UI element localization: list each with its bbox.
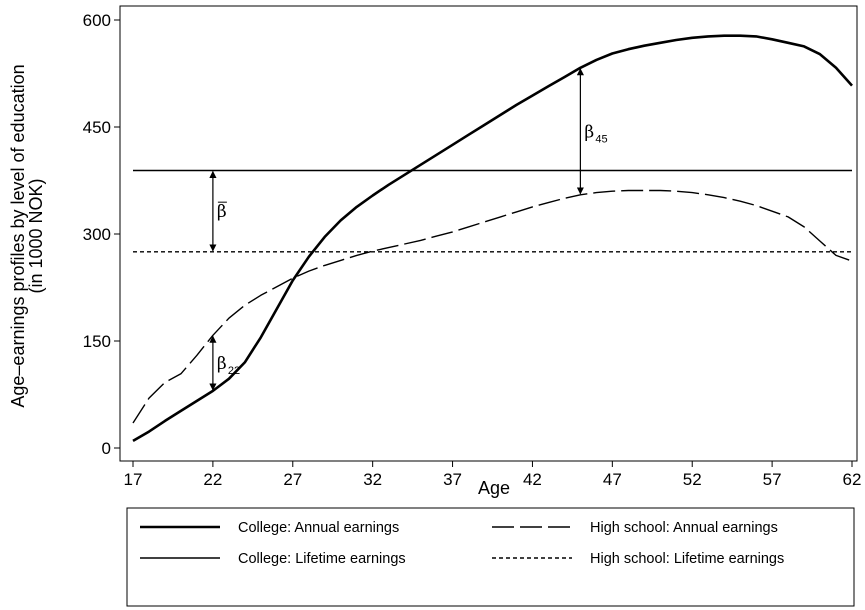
y-tick-label: 0 bbox=[102, 439, 111, 458]
plot-frame bbox=[119, 5, 858, 462]
beta-subscript-1: 45 bbox=[595, 133, 607, 145]
x-tick-label: 27 bbox=[283, 470, 302, 489]
x-tick-label: 22 bbox=[203, 470, 222, 489]
legend-box bbox=[126, 507, 855, 607]
x-tick-label: 47 bbox=[603, 470, 622, 489]
series-line-1 bbox=[132, 189, 853, 424]
y-tick-label: 600 bbox=[83, 11, 111, 30]
x-tick-label: 52 bbox=[683, 470, 702, 489]
x-tick-label: 57 bbox=[763, 470, 782, 489]
legend-label-3: High school: Lifetime earnings bbox=[590, 551, 784, 567]
y-axis-title-line1: Age–earnings profiles by level of educat… bbox=[8, 64, 28, 407]
x-axis: 17 22 27 32 37 42 47 52 57 62 bbox=[124, 461, 862, 489]
plot-area bbox=[119, 5, 858, 462]
legend-label-0: College: Annual earnings bbox=[238, 520, 399, 536]
legend-label-1: High school: Annual earnings bbox=[590, 520, 778, 536]
x-tick-label: 42 bbox=[523, 470, 542, 489]
x-tick-label: 17 bbox=[124, 470, 143, 489]
legend: College: Annual earnings High school: Ann… bbox=[126, 507, 855, 607]
beta-label-2: β bbox=[217, 202, 227, 222]
beta-subscript-0: 22 bbox=[228, 365, 240, 377]
series-line-0 bbox=[132, 34, 853, 443]
y-axis-title-line2: (in 1000 NOK) bbox=[26, 178, 46, 293]
y-tick-label: 150 bbox=[83, 332, 111, 351]
y-axis-title: Age–earnings profiles by level of educat… bbox=[8, 64, 46, 407]
x-tick-label: 32 bbox=[363, 470, 382, 489]
x-tick-label: 37 bbox=[443, 470, 462, 489]
beta-label-0: β bbox=[217, 354, 227, 374]
y-tick-label: 450 bbox=[83, 118, 111, 137]
beta-label-1: β bbox=[584, 122, 594, 142]
annotations: β 22β 45β bbox=[209, 68, 608, 391]
legend-label-2: College: Lifetime earnings bbox=[238, 551, 406, 567]
x-tick-label: 62 bbox=[843, 470, 862, 489]
x-axis-title: Age bbox=[478, 478, 510, 498]
y-axis: 0 150 300 450 600 bbox=[83, 11, 120, 458]
y-tick-label: 300 bbox=[83, 225, 111, 244]
